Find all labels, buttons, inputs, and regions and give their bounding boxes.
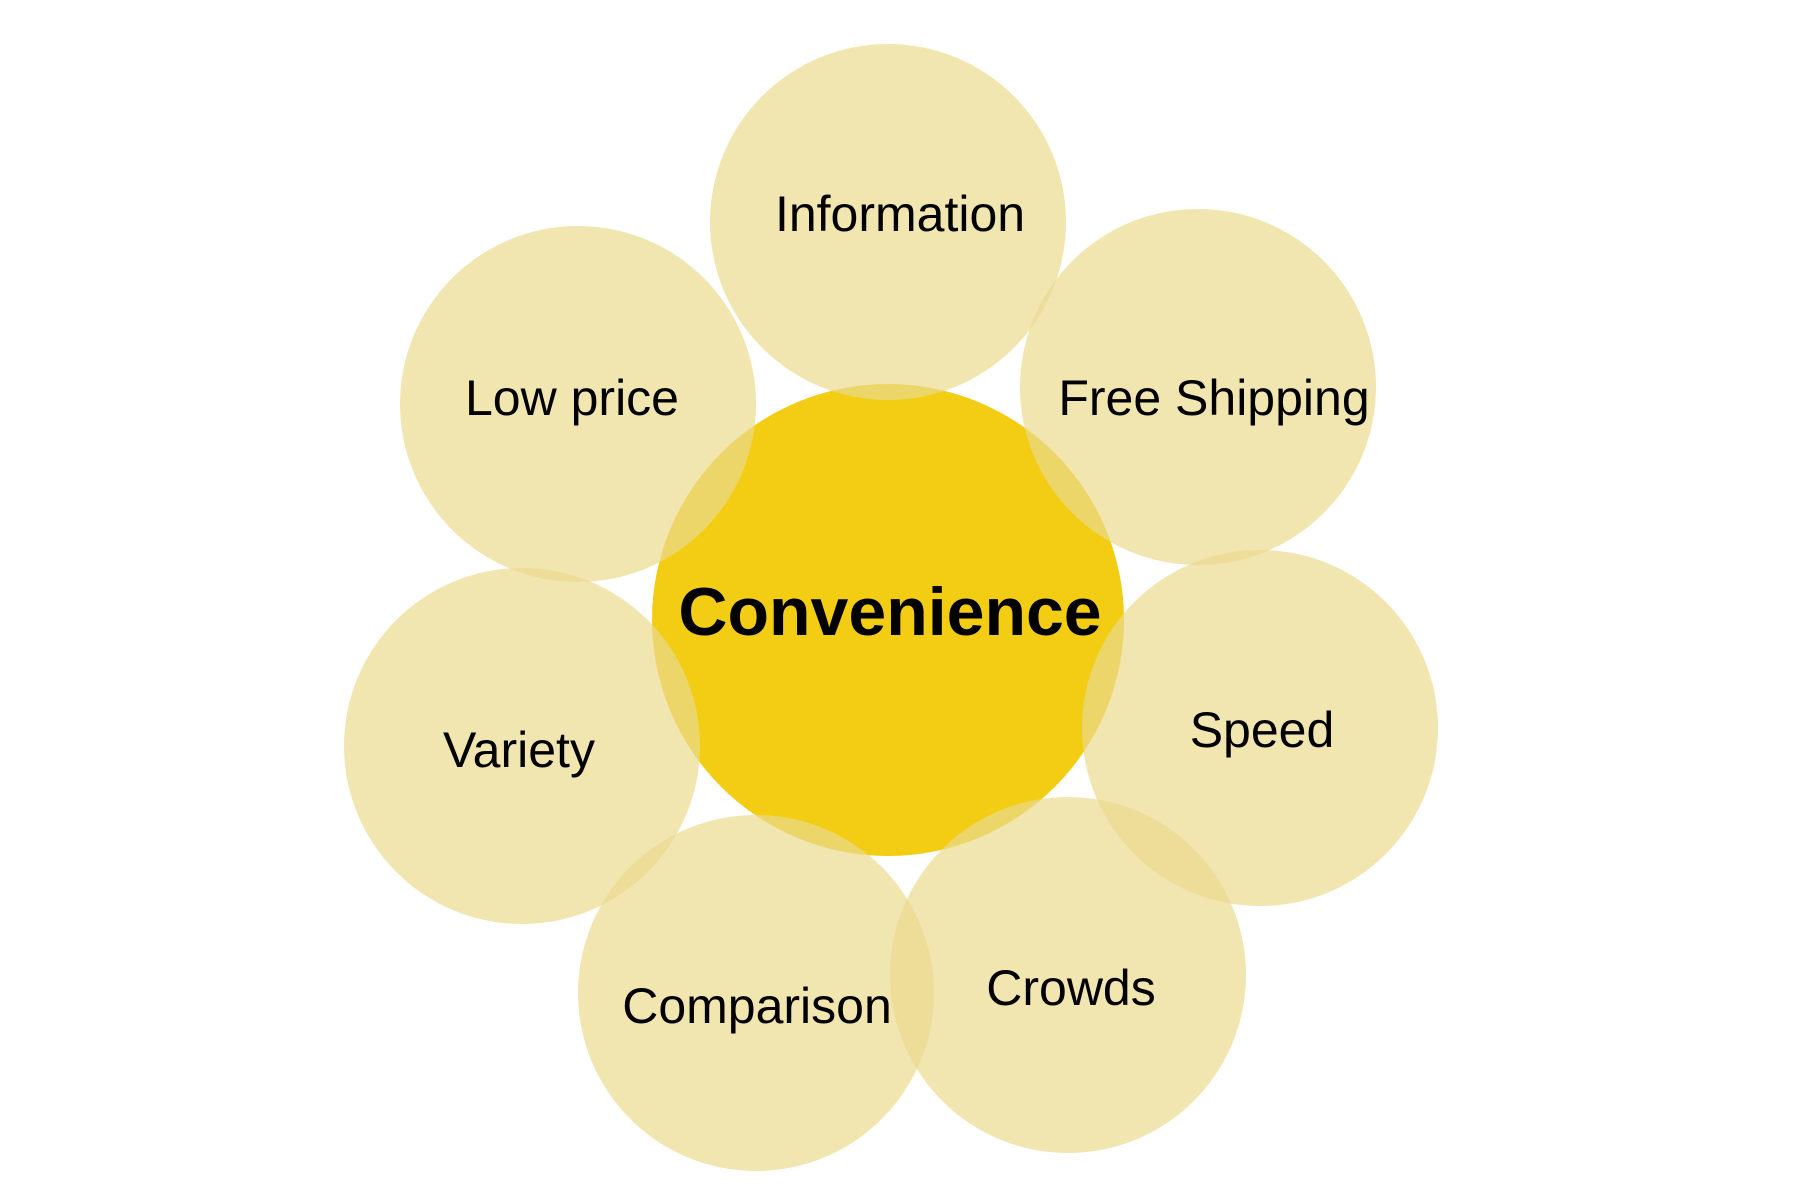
petal-variety (344, 568, 700, 924)
petal-information (710, 44, 1066, 400)
petal-label-speed: Speed (1190, 702, 1335, 758)
petal-circle-comparison (578, 815, 934, 1171)
petal-circle-variety (344, 568, 700, 924)
petal-label-free-shipping: Free Shipping (1058, 370, 1369, 426)
petal-label-comparison: Comparison (622, 978, 892, 1034)
petal-crowds (890, 797, 1246, 1153)
petal-speed (1082, 550, 1438, 906)
center-node (652, 384, 1124, 856)
petal-circle-crowds (890, 797, 1246, 1153)
petal-label-low-price: Low price (465, 370, 679, 426)
petal-label-variety: Variety (443, 722, 595, 778)
petal-circle-information (710, 44, 1066, 400)
petal-comparison (578, 815, 934, 1171)
petal-circle-free-shipping (1020, 209, 1376, 565)
center-circle (652, 384, 1124, 856)
petal-low-price (400, 226, 756, 582)
petal-label-crowds: Crowds (986, 960, 1155, 1016)
center-label: Convenience (678, 574, 1101, 650)
petal-label-information: Information (775, 186, 1025, 242)
petal-circle-low-price (400, 226, 756, 582)
petal-circle-speed (1082, 550, 1438, 906)
petal-free-shipping (1020, 209, 1376, 565)
